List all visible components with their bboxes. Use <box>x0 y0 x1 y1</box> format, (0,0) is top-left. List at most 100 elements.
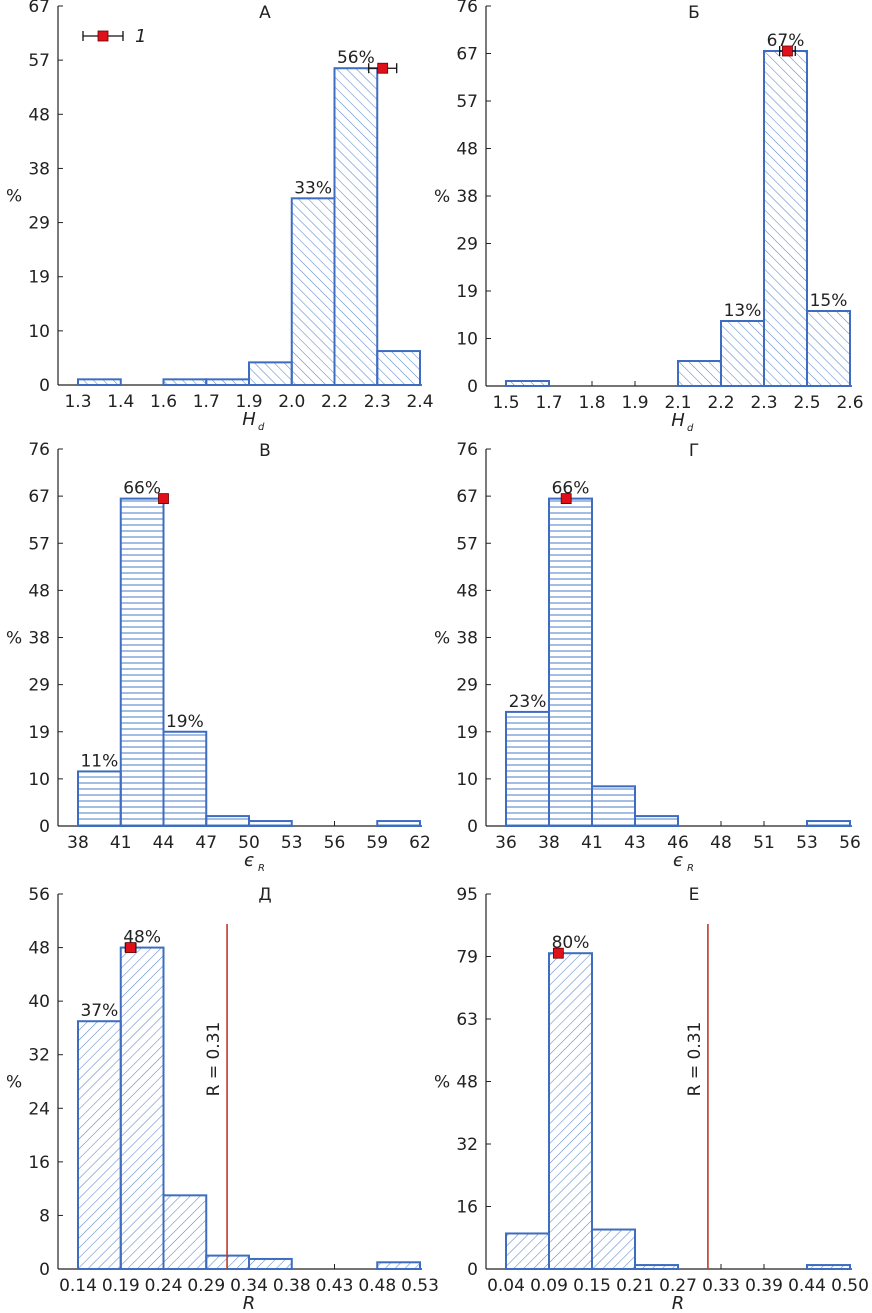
histogram-bar <box>162 378 208 387</box>
y-tick-label: 57 <box>28 534 50 554</box>
y-axis-label: % <box>6 629 22 649</box>
x-tick-label: 2.3 <box>750 393 777 413</box>
y-tick-label: 67 <box>28 487 50 507</box>
x-tick-label: 0.24 <box>145 1276 183 1296</box>
y-tick-label: 19 <box>456 282 478 302</box>
x-tick-label: 2.2 <box>707 393 734 413</box>
y-tick-label: 0 <box>467 1260 478 1280</box>
histogram-bar <box>591 1228 636 1271</box>
histogram-bar <box>248 361 293 387</box>
x-tick-label: 46 <box>667 833 689 853</box>
x-tick-label: 51 <box>753 833 775 853</box>
x-tick-label: 0.39 <box>745 1276 783 1296</box>
x-tick-label: 44 <box>153 833 175 853</box>
x-tick-label: 48 <box>710 833 732 853</box>
mean-marker <box>377 62 389 74</box>
y-tick-label: 29 <box>28 214 50 234</box>
x-axis-label: H <box>671 410 685 431</box>
x-tick-label: 2.2 <box>321 392 348 412</box>
legend-marker <box>97 30 109 42</box>
x-tick-label: 2.3 <box>364 392 391 412</box>
histogram-bar <box>77 378 122 387</box>
y-tick-label: 48 <box>456 140 478 160</box>
x-axis-label: H <box>242 409 256 430</box>
histogram-bar <box>77 770 122 827</box>
x-axis-label: є <box>244 850 254 871</box>
x-tick-label: 43 <box>624 833 646 853</box>
x-axis-label: є <box>673 850 683 871</box>
x-tick-label: 59 <box>366 833 388 853</box>
x-tick-label: 38 <box>538 833 560 853</box>
histogram-bar <box>505 1232 550 1270</box>
y-tick-label: 10 <box>456 770 478 790</box>
histogram-bar <box>333 67 379 386</box>
histogram-bar <box>677 360 722 387</box>
x-tick-label: 1.9 <box>621 393 648 413</box>
y-tick-label: 8 <box>39 1206 50 1226</box>
y-tick-label: 95 <box>456 885 478 905</box>
histogram-bar <box>376 1261 421 1271</box>
histogram-bar <box>376 820 421 828</box>
x-tick-label: 2.0 <box>278 392 305 412</box>
x-tick-label: 2.5 <box>793 393 820 413</box>
y-tick-label: 48 <box>456 581 478 601</box>
y-tick-label: 48 <box>456 1073 478 1093</box>
y-tick-label: 19 <box>28 268 50 288</box>
x-tick-label: 62 <box>409 833 431 853</box>
x-tick-label: 36 <box>495 833 517 853</box>
panel-title: Д <box>258 885 271 905</box>
panel-title: А <box>259 3 271 23</box>
y-axis-label: % <box>6 1073 22 1093</box>
histogram-bar <box>162 730 208 827</box>
y-axis-label: % <box>434 187 450 207</box>
histogram-bar <box>376 350 421 386</box>
y-tick-label: 38 <box>28 629 50 649</box>
mean-marker <box>158 493 169 505</box>
x-tick-label: 0.34 <box>230 1276 268 1296</box>
mean-marker <box>782 45 793 57</box>
bar-value-label: 19% <box>166 712 204 732</box>
y-tick-label: 57 <box>28 51 50 71</box>
x-tick-label: 0.27 <box>659 1276 697 1296</box>
histogram-bar <box>548 497 593 827</box>
histogram-bar <box>548 952 593 1270</box>
y-tick-label: 57 <box>456 534 478 554</box>
x-tick-label: 0.33 <box>702 1276 740 1296</box>
y-tick-label: 0 <box>467 377 478 397</box>
x-axis-label: R <box>672 1293 685 1313</box>
x-tick-label: 2.1 <box>664 393 691 413</box>
histogram-bar <box>720 320 765 387</box>
y-tick-label: 32 <box>28 1046 50 1066</box>
y-tick-label: 38 <box>456 629 478 649</box>
y-tick-label: 19 <box>28 723 50 743</box>
x-tick-label: 1.9 <box>235 392 262 412</box>
y-tick-label: 76 <box>456 0 478 17</box>
histogram-bar <box>806 1264 851 1270</box>
reference-line-label: R = 0.31 <box>685 1022 705 1097</box>
histogram-bar <box>248 1257 293 1270</box>
mean-marker <box>552 947 564 959</box>
bar-value-label: 66% <box>123 479 161 499</box>
bar-value-label: 23% <box>509 692 547 712</box>
y-tick-label: 38 <box>456 187 478 207</box>
histogram-bar <box>591 785 636 828</box>
x-tick-label: 38 <box>67 833 89 853</box>
mean-marker <box>560 493 572 505</box>
histogram-bar <box>505 710 550 827</box>
bar-value-label: 13% <box>724 301 762 321</box>
x-tick-label: 1.3 <box>64 392 91 412</box>
x-tick-label: 0.21 <box>616 1276 654 1296</box>
histogram-bar <box>763 50 808 387</box>
x-tick-label: 1.6 <box>150 392 177 412</box>
x-tick-label: 53 <box>281 833 303 853</box>
histogram-bar <box>77 1020 122 1270</box>
x-tick-label: 1.7 <box>535 393 562 413</box>
y-tick-label: 79 <box>456 948 478 968</box>
x-tick-label: 2.4 <box>406 392 433 412</box>
y-tick-label: 0 <box>39 376 50 396</box>
x-tick-label: 0.04 <box>487 1276 525 1296</box>
x-tick-label: 0.44 <box>788 1276 826 1296</box>
histogram-bar <box>162 1194 208 1270</box>
x-tick-label: 56 <box>324 833 346 853</box>
